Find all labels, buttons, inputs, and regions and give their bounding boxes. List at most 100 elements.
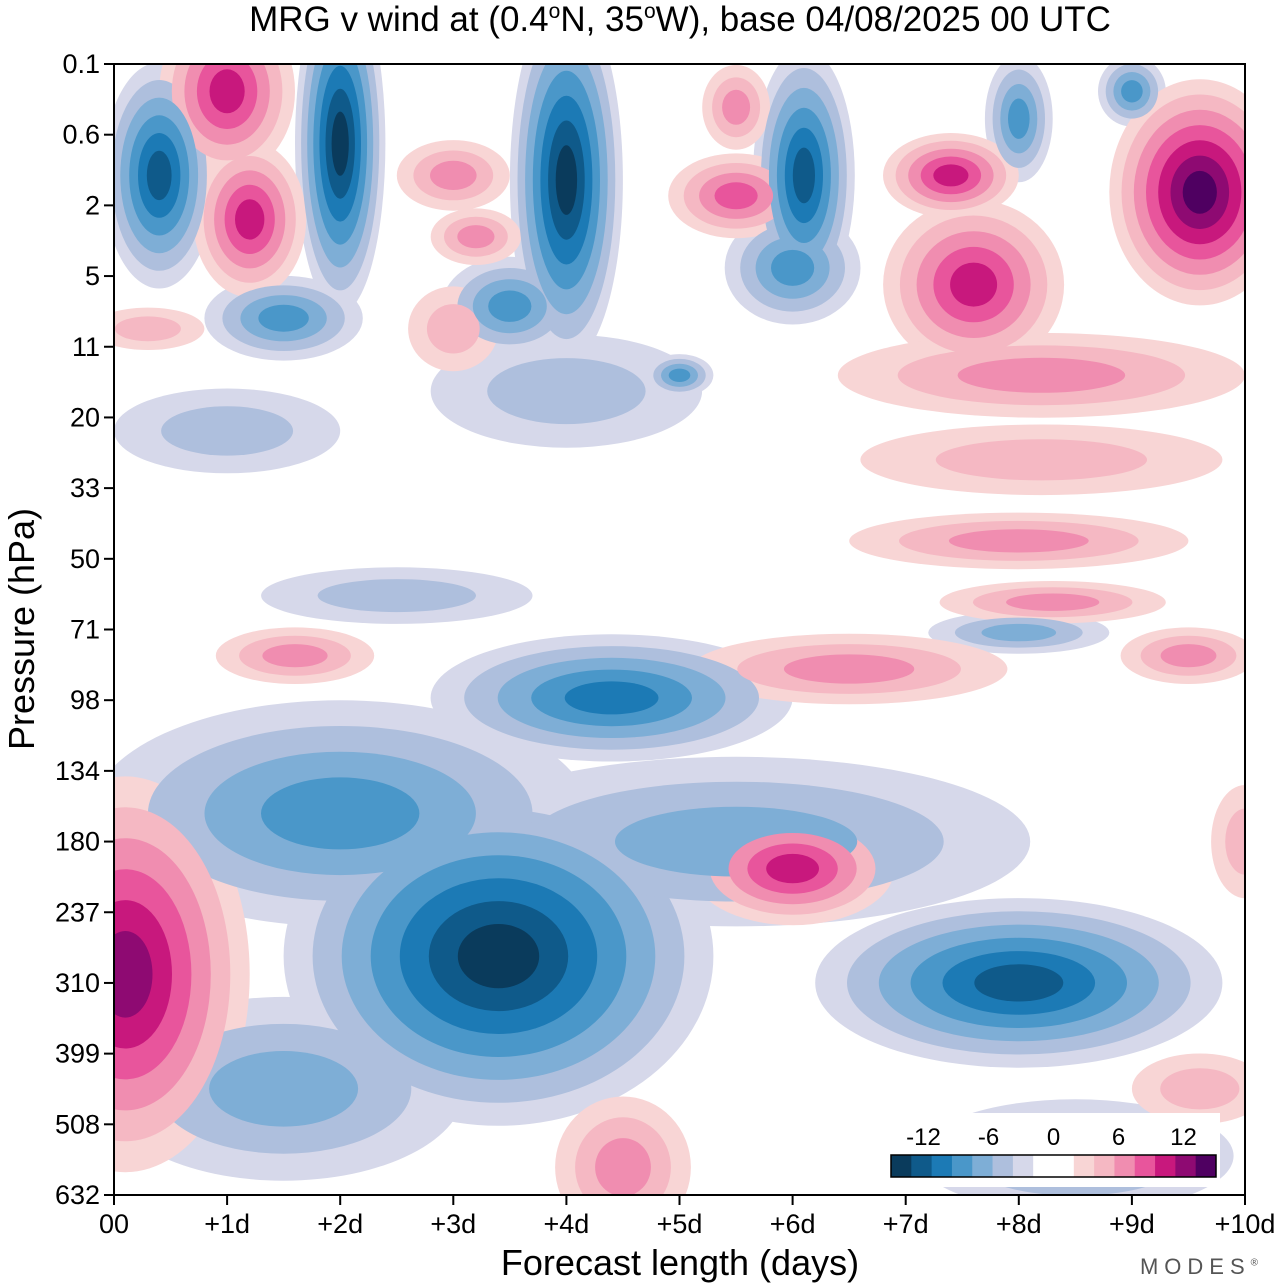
y-tick-label: 11 bbox=[72, 332, 100, 362]
colorbar: -12 -6 0 6 12 bbox=[887, 1113, 1220, 1187]
contour-fields bbox=[114, 64, 1245, 1195]
colorbar-swatch bbox=[891, 1155, 912, 1177]
colorbar-swatch bbox=[1053, 1155, 1075, 1177]
y-tick-label: 237 bbox=[55, 897, 100, 927]
y-tick-label: 134 bbox=[55, 756, 100, 786]
modes-logo: MODES® bbox=[1140, 1254, 1258, 1280]
negative-contour-band bbox=[1121, 80, 1143, 103]
positive-contour-band bbox=[235, 199, 265, 240]
negative-contour-band bbox=[258, 304, 309, 332]
colorbar-swatch bbox=[1114, 1155, 1136, 1177]
y-tick-label: 5 bbox=[85, 261, 100, 291]
colorbar-swatch bbox=[1134, 1155, 1156, 1177]
chart-title: MRG v wind at (0.4oN, 35oW), base 04/08/… bbox=[249, 0, 1111, 39]
negative-contour-band bbox=[771, 249, 815, 286]
positive-contour-band bbox=[430, 160, 477, 190]
y-tick-label: 180 bbox=[55, 827, 100, 857]
x-tick-label: +8d bbox=[996, 1209, 1042, 1239]
negative-contour-band bbox=[1008, 98, 1030, 139]
negative-contour-band bbox=[668, 368, 691, 382]
negative-contour-band bbox=[487, 358, 646, 425]
y-tick-label: 399 bbox=[55, 1039, 100, 1069]
positive-contour-band bbox=[457, 225, 495, 249]
positive-contour-band bbox=[948, 529, 1089, 553]
x-tick-label: +4d bbox=[543, 1209, 589, 1239]
colorbar-frame bbox=[890, 1154, 1217, 1178]
y-tick-label: 310 bbox=[55, 968, 100, 998]
x-tick-label: +3d bbox=[430, 1209, 476, 1239]
negative-contour-band bbox=[146, 150, 172, 201]
brand-text: MODES bbox=[1139, 1254, 1251, 1279]
colorbar-swatch bbox=[1175, 1155, 1197, 1177]
colorbar-label: 12 bbox=[1170, 1124, 1197, 1151]
y-tick-label: 98 bbox=[70, 685, 100, 715]
colorbar-swatch bbox=[951, 1155, 973, 1177]
y-axis: 0.1 0.6 2 5 11 20 33 50 71 98 134 180 237 310 399 508 63… bbox=[55, 49, 114, 1210]
positive-contour-band bbox=[1006, 593, 1100, 611]
x-tick-label: +5d bbox=[657, 1209, 703, 1239]
colorbar-swatch bbox=[992, 1155, 1014, 1177]
x-axis-label: Forecast length (days) bbox=[501, 1242, 859, 1283]
colorbar-swatch bbox=[1155, 1155, 1176, 1177]
colorbar-swatch bbox=[911, 1155, 933, 1177]
negative-contour-band bbox=[261, 777, 420, 850]
negative-contour-band bbox=[317, 579, 476, 613]
x-tick-label: +10d bbox=[1215, 1209, 1276, 1239]
colorbar-label: 0 bbox=[1047, 1124, 1060, 1151]
y-tick-label: 71 bbox=[70, 615, 100, 645]
y-tick-label: 50 bbox=[70, 544, 100, 574]
colorbar-swatch bbox=[1073, 1155, 1095, 1177]
colorbar-swatch bbox=[972, 1155, 993, 1177]
x-tick-label: +9d bbox=[1109, 1209, 1155, 1239]
y-tick-label: 632 bbox=[55, 1180, 100, 1210]
colorbar-label: -12 bbox=[906, 1124, 941, 1151]
negative-contour-band bbox=[974, 964, 1064, 1002]
y-tick-label: 0.1 bbox=[62, 49, 100, 79]
registered-mark: ® bbox=[1250, 1257, 1258, 1269]
x-tick-label: +7d bbox=[883, 1209, 929, 1239]
colorbar-label: 6 bbox=[1112, 1124, 1125, 1151]
y-tick-label: 508 bbox=[55, 1109, 100, 1139]
negative-contour-band bbox=[457, 924, 540, 989]
negative-contour-band bbox=[792, 147, 816, 204]
positive-contour-band bbox=[766, 853, 819, 884]
x-tick-label: +6d bbox=[770, 1209, 816, 1239]
x-tick-label: +1d bbox=[204, 1209, 250, 1239]
negative-contour-band bbox=[161, 406, 294, 456]
positive-contour-band bbox=[114, 931, 153, 1018]
positive-contour-band bbox=[595, 1138, 651, 1195]
y-tick-label: 20 bbox=[70, 402, 100, 432]
positive-contour-band bbox=[426, 304, 480, 354]
positive-contour-band bbox=[783, 654, 915, 684]
colorbar-label: -6 bbox=[978, 1124, 999, 1151]
positive-contour-band bbox=[957, 357, 1126, 393]
negative-contour-band bbox=[488, 290, 532, 322]
colorbar-swatch bbox=[1195, 1155, 1217, 1177]
y-axis-label: Pressure (hPa) bbox=[1, 508, 42, 750]
colorbar-swatch bbox=[1094, 1155, 1115, 1177]
positive-contour-band bbox=[714, 182, 758, 210]
y-tick-label: 33 bbox=[70, 473, 100, 503]
positive-contour-band bbox=[209, 69, 245, 114]
positive-contour-band bbox=[950, 262, 998, 307]
negative-contour-band bbox=[209, 1051, 359, 1127]
positive-contour-band bbox=[1225, 808, 1245, 875]
x-tick-label: 00 bbox=[99, 1209, 129, 1239]
positive-contour-band bbox=[722, 89, 751, 125]
positive-contour-band bbox=[935, 439, 1147, 481]
plot-area bbox=[114, 64, 1245, 1195]
y-tick-label: 2 bbox=[85, 190, 100, 220]
negative-contour-band bbox=[555, 145, 578, 215]
colorbar-swatch bbox=[931, 1155, 953, 1177]
positive-contour-band bbox=[262, 644, 328, 668]
negative-contour-band bbox=[331, 111, 349, 176]
negative-contour-band bbox=[981, 623, 1057, 642]
positive-contour-band bbox=[114, 316, 181, 342]
x-axis: 00 +1d +2d +3d +4d +5d +6d +7d +8d +9d +10d bbox=[99, 1195, 1275, 1239]
y-tick-label: 0.6 bbox=[62, 120, 100, 150]
positive-contour-band bbox=[933, 164, 969, 187]
positive-contour-band bbox=[1160, 1068, 1240, 1110]
colorbar-swatch bbox=[1033, 1155, 1054, 1177]
positive-contour-band bbox=[1182, 170, 1217, 214]
